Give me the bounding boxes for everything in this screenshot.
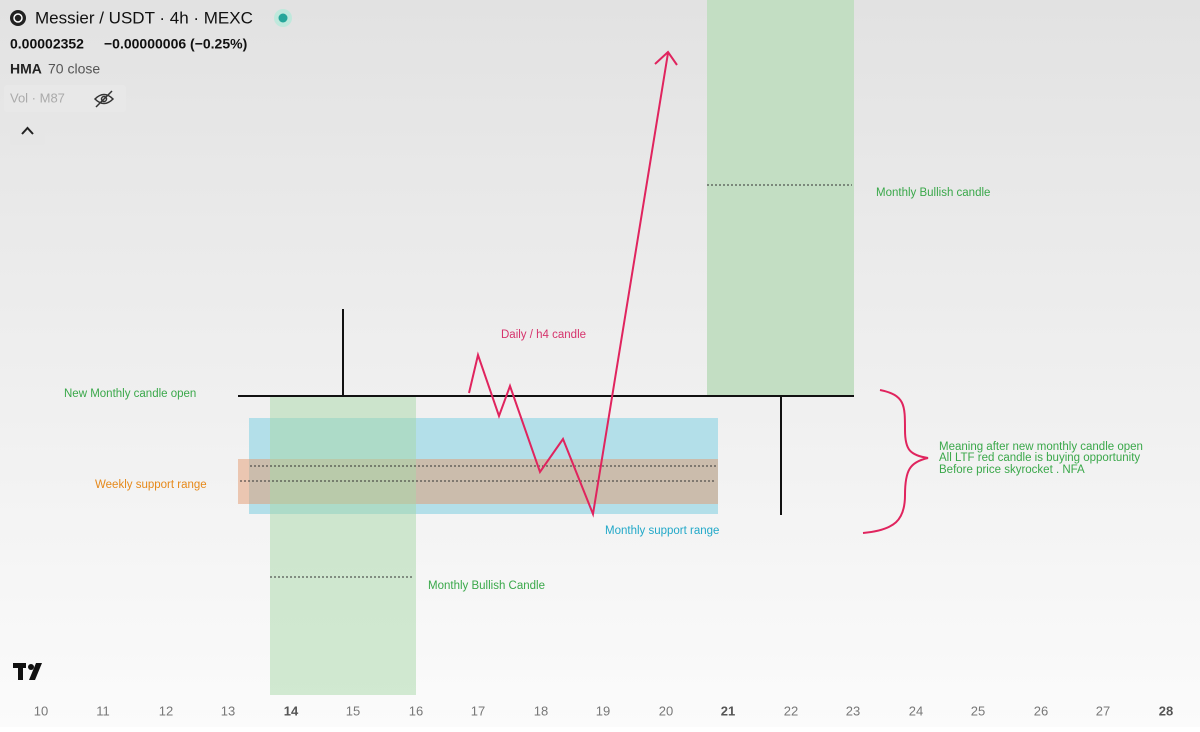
x-axis: 10 11 12 13 14 15 16 17 18 19 20 21 22 2…: [34, 703, 1173, 718]
annotation: New Monthly candle open: [64, 388, 196, 400]
x-tick-label: 26: [1034, 703, 1048, 718]
x-tick-label: 22: [784, 703, 798, 718]
x-tick-label: 21: [721, 703, 735, 718]
bottom-candle-box: [270, 396, 416, 695]
volume-pill[interactable]: [4, 85, 126, 112]
indicator-params: 70 close: [48, 61, 100, 77]
chevron: [21, 126, 34, 135]
annotation: Monthly support range: [605, 525, 719, 537]
x-tick-label: 14: [284, 703, 299, 718]
x-tick-label: 25: [971, 703, 985, 718]
x-tick-label: 24: [909, 703, 923, 718]
status-dot: [278, 13, 288, 23]
x-tick-label: 23: [846, 703, 860, 718]
price-path: [468, 52, 669, 518]
x-tick-label: 16: [409, 703, 423, 718]
annotation: Monthly Bullish candle: [876, 187, 990, 199]
price: 0.00002352: [10, 36, 84, 52]
x-tick-label: 20: [659, 703, 673, 718]
brace: [862, 389, 929, 534]
x-tick-label: 17: [471, 703, 485, 718]
indicator-name[interactable]: HMA: [10, 61, 42, 77]
annotation: Weekly support range: [95, 479, 207, 491]
hide-icon[interactable]: [93, 90, 115, 108]
collapse-button[interactable]: [10, 115, 45, 145]
annotation: Daily / h4 candle: [501, 329, 586, 341]
x-tick-label: 12: [159, 703, 173, 718]
tv-logo: [13, 663, 42, 680]
volume-label: Vol · M87: [10, 90, 65, 105]
x-tick-label: 18: [534, 703, 548, 718]
annotation: Monthly Bullish Candle: [428, 580, 545, 592]
price-change: −0.00000006 (−0.25%): [104, 36, 247, 52]
x-tick-label: 19: [596, 703, 610, 718]
annotation: Before price skyrocket . NFA: [939, 464, 1085, 476]
annotation: Meaning after new monthly candle open: [939, 441, 1143, 453]
annotation: All LTF red candle is buying opportunity: [939, 452, 1140, 464]
arrow-head: [654, 50, 678, 66]
symbol-logo: [10, 10, 26, 26]
x-tick-label: 13: [221, 703, 235, 718]
x-tick-label: 28: [1159, 703, 1173, 718]
x-tick-label: 11: [96, 703, 110, 718]
x-tick-label: 10: [34, 703, 48, 718]
x-tick-label: 15: [346, 703, 360, 718]
symbol-title[interactable]: Messier / USDT · 4h · MEXC: [35, 8, 253, 27]
symbol-logo-ring: [13, 13, 23, 23]
x-tick-label: 27: [1096, 703, 1110, 718]
top-candle-box: [707, 0, 854, 396]
